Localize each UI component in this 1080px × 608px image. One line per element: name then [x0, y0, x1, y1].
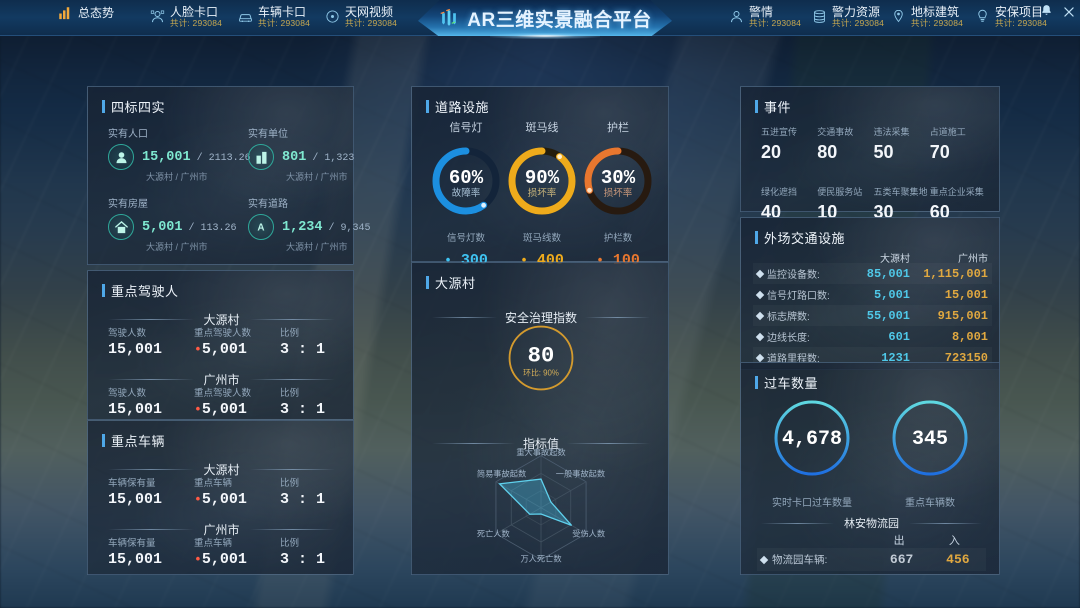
svg-text:重大事故起数: 重大事故起数 — [516, 447, 565, 457]
svg-text:故障率: 故障率 — [452, 187, 481, 199]
svg-text:万人死亡数: 万人死亡数 — [520, 553, 561, 563]
svg-text:死亡人数: 死亡人数 — [477, 528, 510, 538]
svg-text:60%: 60% — [449, 167, 484, 189]
svg-text:4,678: 4,678 — [782, 428, 842, 451]
svg-text:80: 80 — [528, 344, 555, 369]
svg-text:简易事故起数: 简易事故起数 — [477, 469, 526, 479]
svg-text:A: A — [257, 223, 264, 234]
svg-text:30%: 30% — [601, 167, 636, 189]
svg-text:90%: 90% — [525, 167, 560, 189]
svg-text:一般事故起数: 一般事故起数 — [556, 469, 605, 479]
svg-text:损坏率: 损坏率 — [528, 187, 557, 199]
svg-text:受伤人数: 受伤人数 — [572, 528, 605, 538]
svg-text:环比: 90%: 环比: 90% — [523, 368, 559, 378]
svg-text:损坏率: 损坏率 — [604, 187, 633, 199]
svg-text:345: 345 — [912, 428, 948, 451]
